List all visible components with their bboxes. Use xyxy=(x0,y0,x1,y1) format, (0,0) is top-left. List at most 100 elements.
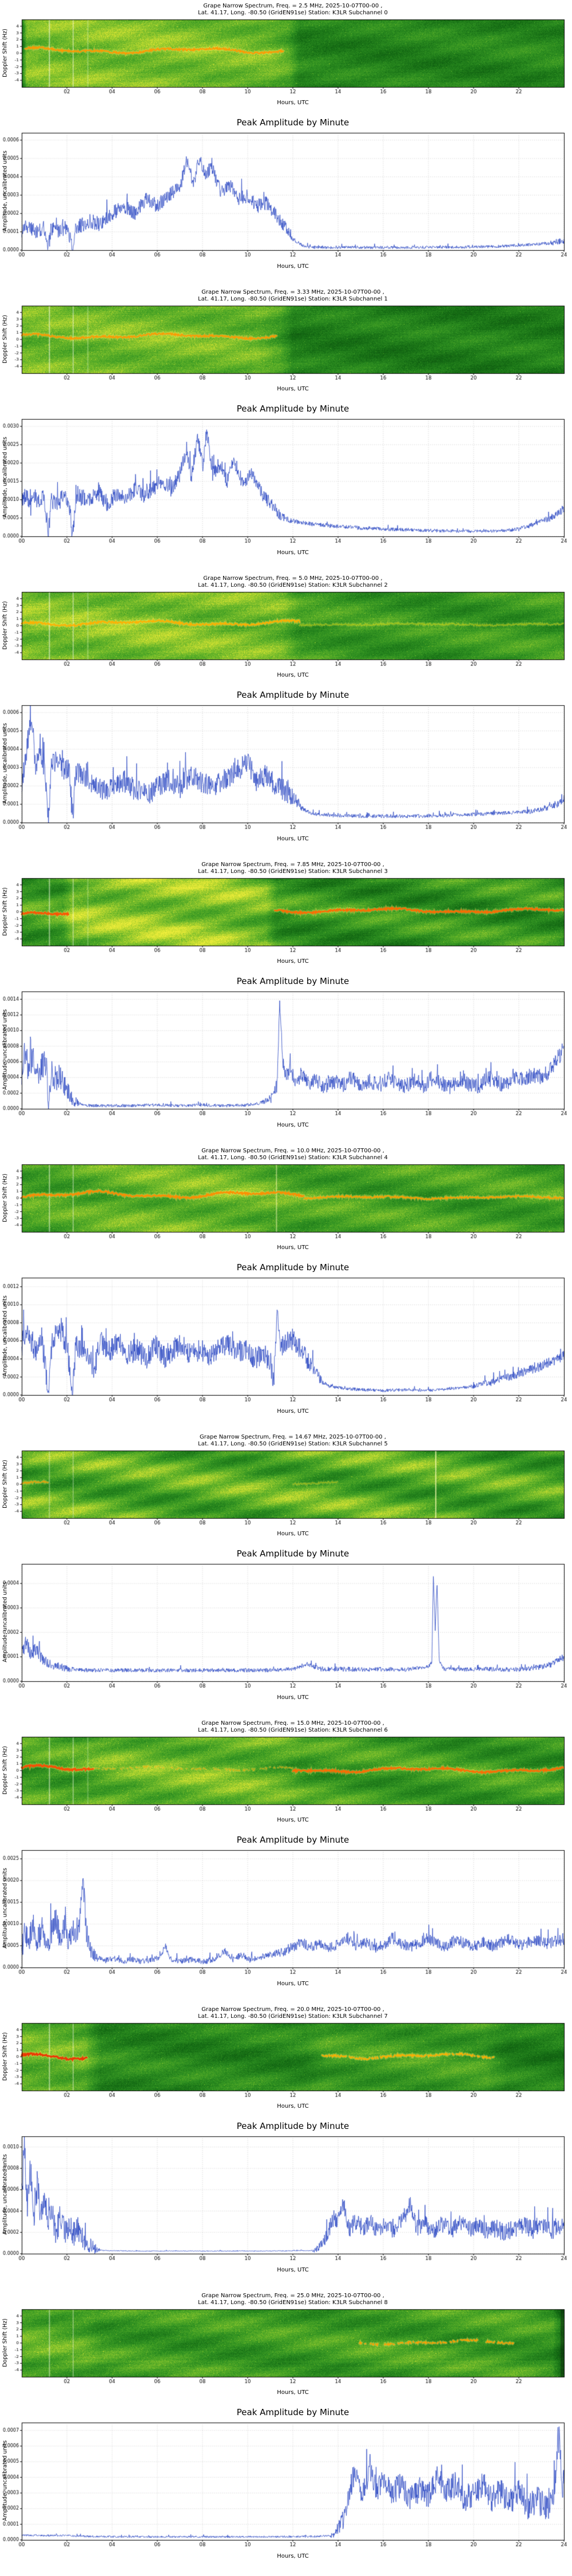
spectrogram-4-title-line2: Lat. 41.17, Long. -80.50 (GridEN91se) St… xyxy=(198,1155,388,1161)
amplitude-8-xlabel: Hours, UTC xyxy=(277,2553,309,2559)
amplitude-2-xlabel: Hours, UTC xyxy=(277,836,309,842)
spectrogram-4-xlabel: Hours, UTC xyxy=(277,1244,309,1251)
spectrogram-4: Grape Narrow Spectrum, Freq. = 10.0 MHz,… xyxy=(0,1145,572,1259)
amplitude-5-ylabel: Amplitude, uncalibrated units xyxy=(2,1582,9,1662)
amplitude-2-title: Peak Amplitude by Minute xyxy=(236,690,349,700)
amplitude-3: Peak Amplitude by Minute Amplitude, unca… xyxy=(0,973,572,1145)
amplitude-5-xlabel: Hours, UTC xyxy=(277,1694,309,1701)
spectrogram-3: Grape Narrow Spectrum, Freq. = 7.85 MHz,… xyxy=(0,859,572,973)
spectrogram-5-plot xyxy=(0,1431,572,1546)
amplitude-6-plot xyxy=(0,1832,572,2004)
amplitude-1-plot xyxy=(0,401,572,572)
spectrogram-8-ylabel: Doppler Shift (Hz) xyxy=(2,2318,9,2367)
spectrogram-8-xlabel: Hours, UTC xyxy=(277,2389,309,2396)
spectrogram-0-xlabel: Hours, UTC xyxy=(277,100,309,106)
spectrogram-7-title-line1: Grape Narrow Spectrum, Freq. = 20.0 MHz,… xyxy=(201,2006,384,2013)
amplitude-7: Peak Amplitude by Minute Amplitude, unca… xyxy=(0,2118,572,2290)
spectrogram-7-title-line2: Lat. 41.17, Long. -80.50 (GridEN91se) St… xyxy=(198,2013,388,2020)
amplitude-3-plot xyxy=(0,973,572,1145)
amplitude-3-ylabel: Amplitude, uncalibrated units xyxy=(2,1009,9,1090)
amplitude-8-plot xyxy=(0,2404,572,2576)
amplitude-8: Peak Amplitude by Minute Amplitude, unca… xyxy=(0,2404,572,2576)
spectrogram-0-title: Grape Narrow Spectrum, Freq. = 2.5 MHz, … xyxy=(22,3,564,17)
spectrogram-8: Grape Narrow Spectrum, Freq. = 25.0 MHz,… xyxy=(0,2290,572,2404)
amplitude-4: Peak Amplitude by Minute Amplitude, unca… xyxy=(0,1259,572,1431)
spectrogram-6: Grape Narrow Spectrum, Freq. = 15.0 MHz,… xyxy=(0,1717,572,1832)
spectrogram-2-title-line1: Grape Narrow Spectrum, Freq. = 5.0 MHz, … xyxy=(203,575,383,582)
amplitude-0-xlabel: Hours, UTC xyxy=(277,263,309,270)
amplitude-6: Peak Amplitude by Minute Amplitude, unca… xyxy=(0,1832,572,2004)
amplitude-3-title: Peak Amplitude by Minute xyxy=(236,976,349,986)
spectrogram-2: Grape Narrow Spectrum, Freq. = 5.0 MHz, … xyxy=(0,572,572,687)
spectrogram-3-plot xyxy=(0,859,572,973)
spectrogram-2-xlabel: Hours, UTC xyxy=(277,672,309,678)
spectrogram-5-title-line1: Grape Narrow Spectrum, Freq. = 14.67 MHz… xyxy=(200,1434,386,1440)
amplitude-2: Peak Amplitude by Minute Amplitude, unca… xyxy=(0,687,572,859)
amplitude-5: Peak Amplitude by Minute Amplitude, unca… xyxy=(0,1546,572,1717)
spectrogram-7-ylabel: Doppler Shift (Hz) xyxy=(2,2032,9,2081)
amplitude-4-plot xyxy=(0,1259,572,1431)
amplitude-8-title: Peak Amplitude by Minute xyxy=(236,2407,349,2417)
spectrogram-4-title: Grape Narrow Spectrum, Freq. = 10.0 MHz,… xyxy=(22,1148,564,1161)
spectrogram-7: Grape Narrow Spectrum, Freq. = 20.0 MHz,… xyxy=(0,2004,572,2118)
subchannel-5-section: Grape Narrow Spectrum, Freq. = 14.67 MHz… xyxy=(0,1431,572,1717)
spectrogram-8-title-line2: Lat. 41.17, Long. -80.50 (GridEN91se) St… xyxy=(198,2300,388,2306)
amplitude-5-plot xyxy=(0,1546,572,1717)
spectrogram-0: Grape Narrow Spectrum, Freq. = 2.5 MHz, … xyxy=(0,0,572,114)
subchannel-2-section: Grape Narrow Spectrum, Freq. = 5.0 MHz, … xyxy=(0,572,572,859)
subchannel-3-section: Grape Narrow Spectrum, Freq. = 7.85 MHz,… xyxy=(0,859,572,1145)
spectrogram-4-plot xyxy=(0,1145,572,1259)
subchannel-7-section: Grape Narrow Spectrum, Freq. = 20.0 MHz,… xyxy=(0,2004,572,2290)
amplitude-4-xlabel: Hours, UTC xyxy=(277,1408,309,1415)
spectrogram-8-plot xyxy=(0,2290,572,2404)
spectrogram-3-xlabel: Hours, UTC xyxy=(277,958,309,965)
subchannel-6-section: Grape Narrow Spectrum, Freq. = 15.0 MHz,… xyxy=(0,1717,572,2004)
spectrogram-3-title: Grape Narrow Spectrum, Freq. = 7.85 MHz,… xyxy=(22,862,564,875)
spectrogram-0-ylabel: Doppler Shift (Hz) xyxy=(2,29,9,77)
spectrogram-6-title: Grape Narrow Spectrum, Freq. = 15.0 MHz,… xyxy=(22,1720,564,1734)
spectrogram-6-plot xyxy=(0,1717,572,1832)
spectrogram-4-ylabel: Doppler Shift (Hz) xyxy=(2,1174,9,1222)
spectrogram-7-plot xyxy=(0,2004,572,2118)
spectrogram-2-title-line2: Lat. 41.17, Long. -80.50 (GridEN91se) St… xyxy=(198,582,388,588)
amplitude-4-ylabel: Amplitude, uncalibrated units xyxy=(2,1295,9,1376)
amplitude-7-ylabel: Amplitude, uncalibrated units xyxy=(2,2154,9,2235)
spectrogram-7-xlabel: Hours, UTC xyxy=(277,2103,309,2109)
amplitude-1-xlabel: Hours, UTC xyxy=(277,550,309,556)
spectrogram-0-title-line1: Grape Narrow Spectrum, Freq. = 2.5 MHz, … xyxy=(203,3,383,9)
spectrogram-1-title: Grape Narrow Spectrum, Freq. = 3.33 MHz,… xyxy=(22,289,564,303)
spectrogram-2-ylabel: Doppler Shift (Hz) xyxy=(2,601,9,650)
amplitude-4-title: Peak Amplitude by Minute xyxy=(236,1262,349,1273)
spectrogram-6-ylabel: Doppler Shift (Hz) xyxy=(2,1746,9,1795)
spectrogram-2-plot xyxy=(0,572,572,687)
amplitude-8-ylabel: Amplitude, uncalibrated units xyxy=(2,2440,9,2521)
amplitude-6-ylabel: Amplitude, uncalibrated units xyxy=(2,1868,9,1949)
spectrogram-1-plot xyxy=(0,286,572,401)
spectrogram-8-title-line1: Grape Narrow Spectrum, Freq. = 25.0 MHz,… xyxy=(201,2293,384,2299)
spectrogram-6-xlabel: Hours, UTC xyxy=(277,1817,309,1823)
amplitude-0-plot xyxy=(0,114,572,286)
amplitude-0-ylabel: Amplitude, uncalibrated units xyxy=(2,151,9,231)
spectrogram-6-title-line2: Lat. 41.17, Long. -80.50 (GridEN91se) St… xyxy=(198,1727,388,1733)
subchannel-1-section: Grape Narrow Spectrum, Freq. = 3.33 MHz,… xyxy=(0,286,572,572)
amplitude-6-xlabel: Hours, UTC xyxy=(277,1981,309,1987)
spectrogram-1-xlabel: Hours, UTC xyxy=(277,386,309,392)
amplitude-7-plot xyxy=(0,2118,572,2290)
amplitude-7-xlabel: Hours, UTC xyxy=(277,2267,309,2273)
spectrogram-6-title-line1: Grape Narrow Spectrum, Freq. = 15.0 MHz,… xyxy=(201,1720,384,1726)
spectrogram-1: Grape Narrow Spectrum, Freq. = 3.33 MHz,… xyxy=(0,286,572,401)
spectrogram-5-ylabel: Doppler Shift (Hz) xyxy=(2,1460,9,1508)
amplitude-3-xlabel: Hours, UTC xyxy=(277,1122,309,1128)
spectrogram-5: Grape Narrow Spectrum, Freq. = 14.67 MHz… xyxy=(0,1431,572,1546)
amplitude-1-ylabel: Amplitude, uncalibrated units xyxy=(2,437,9,517)
subchannel-4-section: Grape Narrow Spectrum, Freq. = 10.0 MHz,… xyxy=(0,1145,572,1431)
amplitude-7-title: Peak Amplitude by Minute xyxy=(236,2121,349,2131)
spectrogram-1-ylabel: Doppler Shift (Hz) xyxy=(2,315,9,364)
spectrogram-3-title-line2: Lat. 41.17, Long. -80.50 (GridEN91se) St… xyxy=(198,868,388,875)
spectrogram-5-xlabel: Hours, UTC xyxy=(277,1531,309,1537)
spectrogram-5-title: Grape Narrow Spectrum, Freq. = 14.67 MHz… xyxy=(22,1434,564,1448)
amplitude-1-title: Peak Amplitude by Minute xyxy=(236,404,349,414)
amplitude-6-title: Peak Amplitude by Minute xyxy=(236,1835,349,1845)
spectrogram-1-title-line2: Lat. 41.17, Long. -80.50 (GridEN91se) St… xyxy=(198,296,388,302)
